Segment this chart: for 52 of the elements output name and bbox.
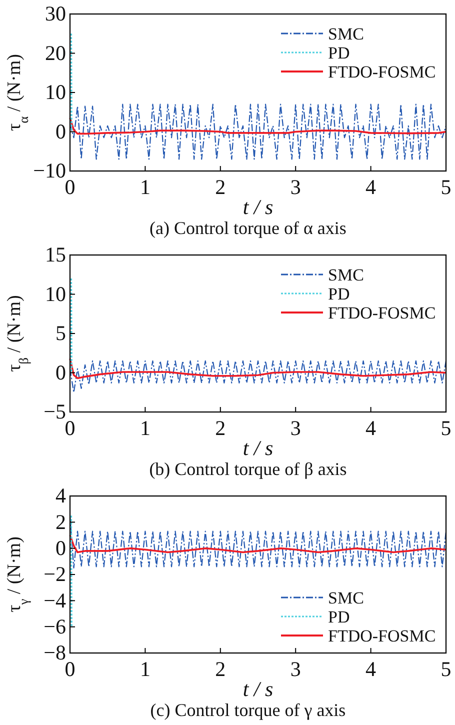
x-axis-title: t / s	[242, 195, 274, 219]
x-tick-label: 1	[140, 656, 150, 681]
y-tick-label: 10	[45, 80, 66, 104]
legend-label: SMC	[328, 24, 364, 44]
x-axis-title: t / s	[242, 436, 274, 460]
y-tick-label: 0	[56, 536, 66, 560]
y-tick-label: −5	[44, 400, 66, 424]
x-tick-label: 1	[140, 416, 150, 440]
line-series	[69, 358, 447, 380]
y-tick-label: 0	[56, 360, 66, 384]
x-tick-label: 3	[290, 416, 301, 440]
y-tick-label: −10	[33, 158, 66, 183]
x-tick-label: 5	[440, 656, 452, 681]
x-tick-label: 2	[215, 416, 226, 440]
x-tick-label: 5	[440, 416, 452, 440]
y-tick-label: 0	[56, 119, 66, 144]
x-tick-label: 2	[215, 174, 226, 199]
line-series	[69, 534, 447, 554]
y-tick-label: 20	[45, 40, 66, 65]
x-tick-label: 5	[440, 174, 452, 199]
y-tick-label: 2	[56, 510, 66, 534]
y-tick-label: −2	[44, 562, 66, 586]
legend-label: PD	[328, 608, 350, 626]
x-tick-label: 1	[140, 174, 150, 199]
text: (a) Control torque of α axis	[150, 218, 346, 238]
legend-label: PD	[328, 44, 350, 62]
y-tick-label: −8	[44, 640, 66, 665]
y-tick-label: 4	[56, 484, 66, 508]
line-series	[69, 104, 447, 160]
legend-label: PD	[328, 284, 350, 304]
text: (c) Control torque of γ axis	[150, 700, 346, 720]
y-tick-label: 30	[45, 2, 66, 26]
x-tick-label: 4	[366, 656, 377, 681]
x-tick-label: 3	[290, 174, 301, 199]
y-tick-label: 10	[45, 282, 66, 306]
x-tick-label: 2	[215, 656, 226, 681]
y-tick-label: −6	[44, 614, 66, 639]
legend-label: SMC	[328, 266, 364, 284]
legend-label: SMC	[328, 588, 364, 608]
line-series	[69, 117, 447, 135]
x-tick-label: 4	[366, 416, 377, 440]
legend-label: FTDO-FOSMC	[328, 304, 436, 322]
y-tick-label: 5	[56, 321, 66, 346]
legend-label: FTDO-FOSMC	[328, 62, 436, 82]
x-tick-label: 3	[290, 656, 301, 681]
text: (b) Control torque of β axis	[149, 459, 347, 479]
legend-label: FTDO-FOSMC	[328, 626, 436, 646]
y-tick-label: 15	[45, 242, 66, 267]
y-tick-label: −4	[44, 588, 66, 612]
x-axis-title: t / s	[242, 677, 274, 701]
line-series	[69, 360, 447, 393]
x-tick-label: 4	[366, 174, 377, 199]
